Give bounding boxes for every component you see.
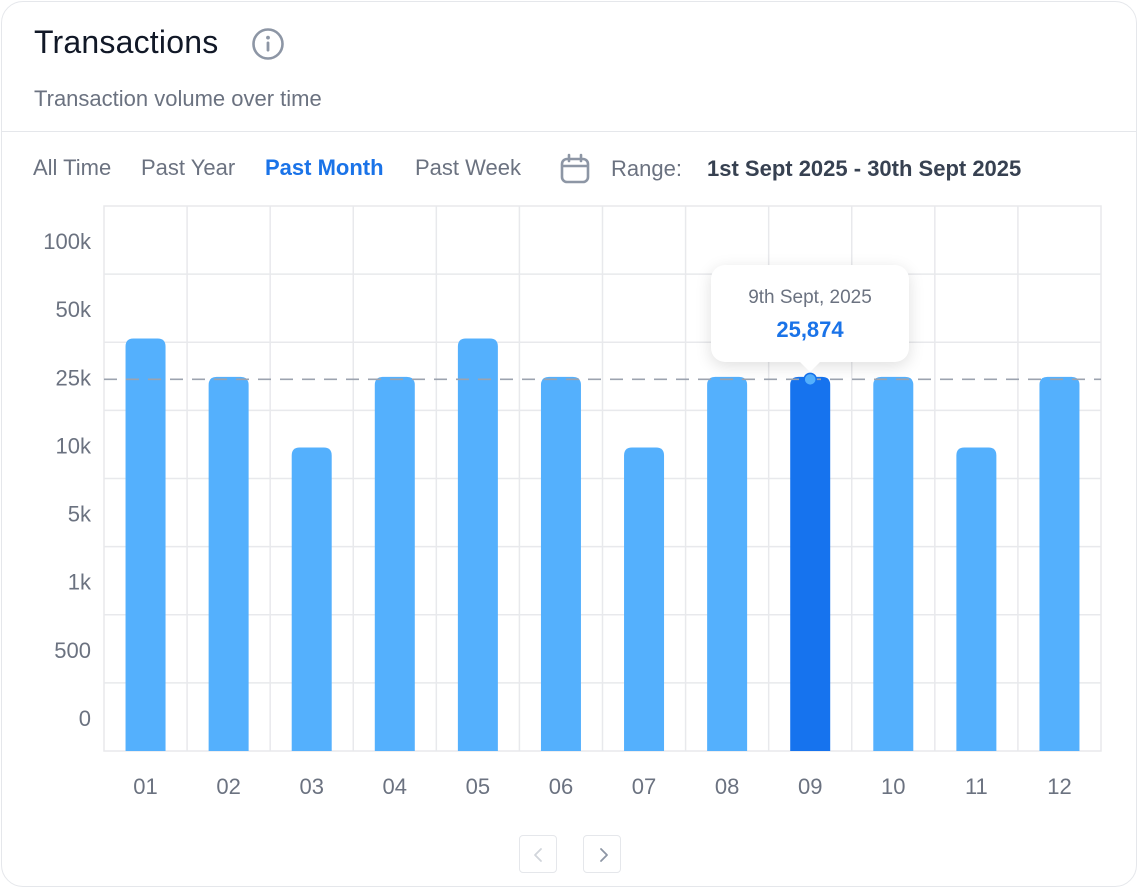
y-tick-label: 25k [56, 365, 92, 390]
highlight-point [803, 372, 817, 387]
y-tick-label: 100k [43, 229, 92, 254]
x-tick-label: 08 [715, 774, 739, 799]
bar-11 [956, 447, 997, 751]
x-tick-label: 10 [881, 774, 905, 799]
bar-05 [457, 338, 498, 751]
bar-02 [208, 376, 249, 751]
bar-08 [707, 376, 748, 751]
x-tick-label: 11 [965, 774, 988, 799]
x-tick-label: 09 [798, 774, 822, 799]
x-tick-label: 07 [632, 774, 656, 799]
tab-past-week[interactable]: Past Week [415, 155, 521, 180]
y-tick-label: 0 [79, 706, 91, 731]
next-page-button[interactable] [583, 835, 621, 873]
transactions-bar-chart: 0 500 1k 5k 10k 25k 50k 100k 01 02 03 04 05 06 07 08 09 1… [43, 205, 1102, 799]
calendar-icon[interactable] [559, 153, 591, 185]
bar-06 [540, 376, 581, 751]
x-tick-label: 12 [1047, 774, 1071, 799]
y-tick-label: 500 [54, 638, 91, 663]
bar-07 [624, 447, 665, 751]
y-tick-label: 10k [56, 433, 92, 458]
bar-12 [1039, 376, 1080, 751]
chart-tooltip: 9th Sept, 2025 25,874 [711, 265, 909, 372]
x-tick-label: 01 [133, 774, 157, 799]
bar-01 [125, 338, 166, 751]
y-tick-label: 50k [56, 297, 92, 322]
tooltip-date: 9th Sept, 2025 [748, 287, 872, 308]
tab-all-time[interactable]: All Time [33, 155, 112, 180]
header-divider [2, 131, 1136, 132]
tab-past-month[interactable]: Past Month [265, 155, 384, 180]
x-tick-label: 03 [299, 774, 323, 799]
bar-04 [374, 376, 415, 751]
bar-10 [873, 376, 914, 751]
y-tick-label: 1k [68, 570, 92, 595]
x-tick-label: 02 [216, 774, 240, 799]
range-label: Range: [611, 156, 682, 181]
card-subtitle: Transaction volume over time [34, 86, 322, 111]
x-tick-label: 04 [383, 774, 407, 799]
card-title: Transactions [34, 24, 219, 60]
range-value[interactable]: 1st Sept 2025 - 30th Sept 2025 [707, 156, 1022, 181]
previous-page-button[interactable] [519, 835, 557, 873]
x-tick-label: 06 [549, 774, 573, 799]
info-icon[interactable] [251, 27, 285, 61]
tab-past-year[interactable]: Past Year [141, 155, 236, 180]
chevron-left-icon [534, 848, 542, 862]
chevron-right-icon [600, 848, 608, 862]
x-tick-label: 05 [466, 774, 490, 799]
bar-03 [291, 447, 332, 751]
tooltip-value: 25,874 [776, 317, 844, 342]
bar-09 [790, 376, 831, 751]
y-tick-label: 5k [68, 502, 92, 527]
